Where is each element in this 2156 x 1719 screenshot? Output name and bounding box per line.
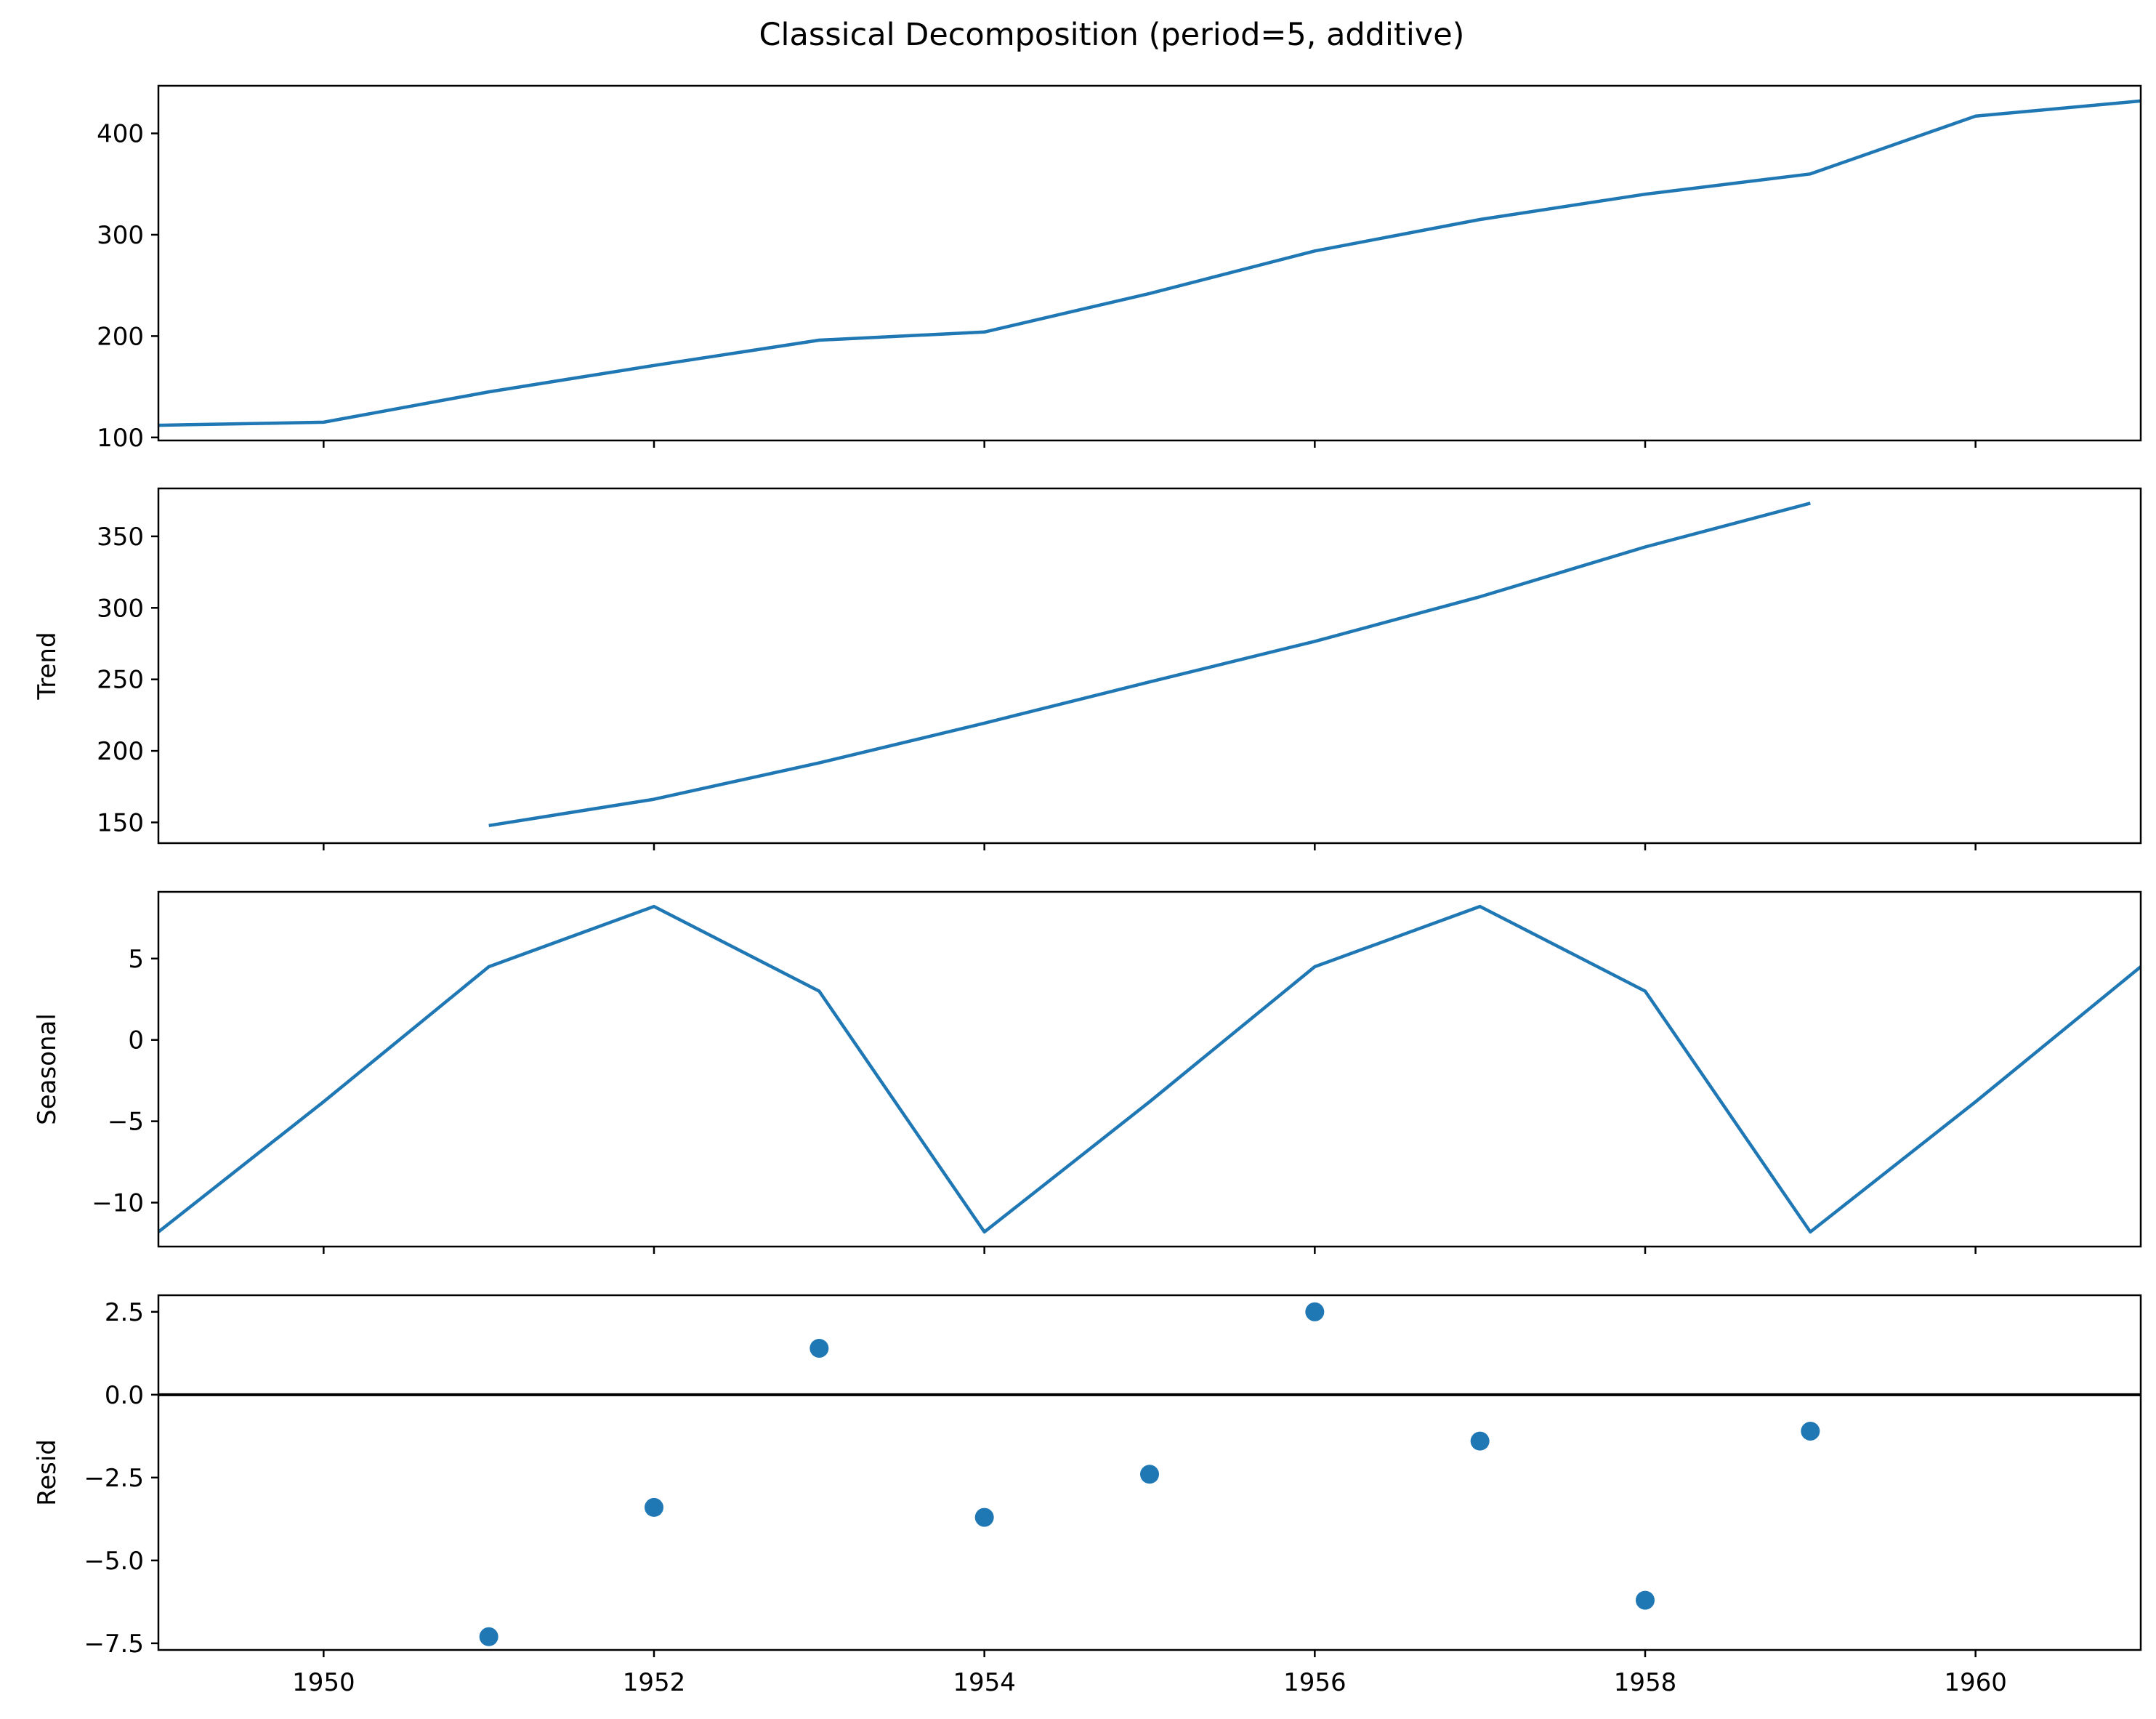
trend-panel: 150 200 250 300 350 Trend xyxy=(33,487,2142,850)
resid-ytick-label: −5.0 xyxy=(84,1547,144,1576)
resid-axes-frame xyxy=(157,1294,2142,1651)
seasonal-ytick-label: 5 xyxy=(128,945,144,974)
seasonal-ytick-label: 0 xyxy=(128,1026,144,1055)
observed-panel: 100 200 300 400 xyxy=(97,84,2142,453)
seasonal-ytick-label: −5 xyxy=(108,1108,144,1137)
observed-line xyxy=(158,99,2141,427)
observed-plot-area xyxy=(158,99,2141,427)
trend-ytick-label: 150 xyxy=(97,808,144,837)
subplots: 100 200 300 400 150 200 250 300 350 Trend −10 −5 0 5 S… xyxy=(33,84,2142,1697)
seasonal-line xyxy=(158,904,2141,1234)
resid-point xyxy=(1305,1302,1325,1321)
x-tick-label: 1960 xyxy=(1944,1668,2007,1697)
trend-ytick-label: 300 xyxy=(97,594,144,623)
seasonal-axes-frame xyxy=(157,890,2142,1248)
resid-ytick-label: 2.5 xyxy=(105,1298,144,1327)
resid-point xyxy=(974,1507,994,1527)
seasonal-ytick-label: −10 xyxy=(92,1189,144,1218)
resid-panel: 2.5 0.0 −2.5 −5.0 −7.5 1950 1952 1954 1956 1958 19… xyxy=(33,1294,2142,1697)
x-tick-label: 1950 xyxy=(292,1668,355,1697)
resid-point xyxy=(1801,1421,1820,1441)
resid-ytick-label: −7.5 xyxy=(84,1630,144,1659)
x-tick-label: 1954 xyxy=(953,1668,1016,1697)
resid-ytick-label: 0.0 xyxy=(105,1381,144,1410)
trend-plot-area xyxy=(488,502,1811,828)
resid-point xyxy=(645,1497,663,1517)
observed-ytick-label: 200 xyxy=(97,322,144,351)
observed-ytick-label: 100 xyxy=(97,424,144,453)
trend-ylabel: Trend xyxy=(33,632,62,700)
resid-plot-area xyxy=(158,1302,2141,1646)
observed-ytick-label: 300 xyxy=(97,221,144,250)
observed-ytick-label: 400 xyxy=(97,120,144,149)
trend-ytick-label: 250 xyxy=(97,666,144,695)
trend-axes-frame xyxy=(157,487,2142,845)
x-tick-label: 1956 xyxy=(1283,1668,1347,1697)
observed-axes-frame xyxy=(157,84,2142,442)
x-tick-label: 1952 xyxy=(623,1668,686,1697)
resid-point xyxy=(1470,1431,1490,1451)
seasonal-ylabel: Seasonal xyxy=(33,1013,62,1125)
trend-ytick-label: 200 xyxy=(97,737,144,766)
resid-point xyxy=(479,1627,498,1646)
trend-line xyxy=(488,502,1811,828)
seasonal-panel: −10 −5 0 5 Seasonal xyxy=(33,890,2142,1254)
chart-title: Classical Decomposition (period=5, addit… xyxy=(759,17,1465,53)
resid-point xyxy=(1636,1590,1655,1610)
resid-point xyxy=(1140,1465,1159,1484)
seasonal-plot-area xyxy=(158,904,2141,1234)
resid-ytick-label: −2.5 xyxy=(84,1464,144,1493)
x-tick-label: 1958 xyxy=(1614,1668,1677,1697)
resid-ylabel: Resid xyxy=(33,1439,62,1506)
resid-point xyxy=(809,1338,829,1358)
trend-ytick-label: 350 xyxy=(97,523,144,552)
